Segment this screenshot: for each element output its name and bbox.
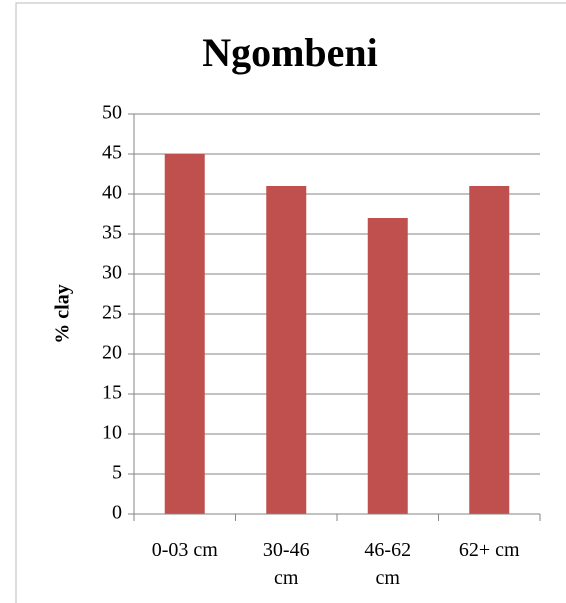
y-tick-label: 5 [112,462,122,484]
y-tick-label: 40 [102,182,122,204]
frame [15,2,566,603]
y-tick-label: 35 [102,222,122,244]
x-tick-label: 62+ cm [458,539,520,561]
y-tick-label: 30 [102,262,122,284]
y-tick-label: 15 [102,382,122,404]
x-tick-label: 0-03 cm [151,539,218,561]
bar [266,186,307,514]
y-tick-label: 0 [112,502,122,524]
y-tick-label: 45 [102,142,122,164]
y-axis-label: % clay [52,284,74,343]
x-tick-label: 46-62 cm [364,539,412,589]
y-tick-label: 20 [102,342,122,364]
y-tick-label: 25 [102,302,122,324]
chart-title: Ngombeni [202,30,378,75]
y-tick-label: 10 [102,422,122,444]
x-tick-label: 30-46 cm [262,539,310,589]
y-tick-label: 50 [102,102,122,124]
bar [469,186,510,514]
bar [367,218,408,514]
bar [164,154,205,514]
